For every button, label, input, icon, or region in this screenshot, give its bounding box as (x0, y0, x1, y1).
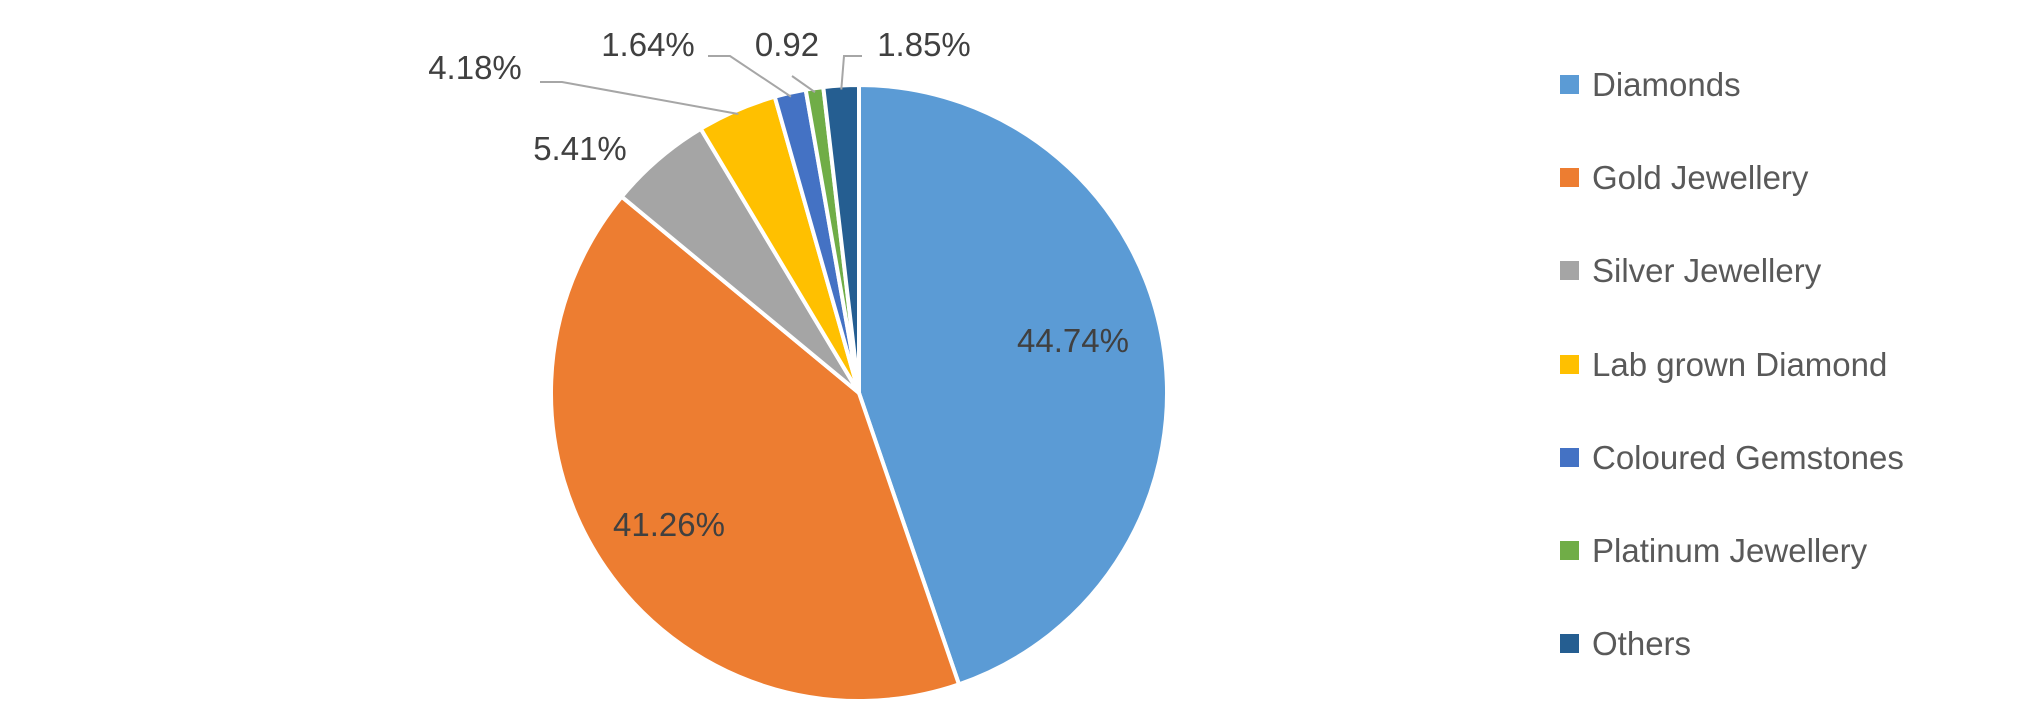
pie-slices (549, 83, 1169, 703)
legend-swatch-others (1560, 634, 1579, 653)
leader-line-coloured-gemstones (708, 55, 792, 98)
leader-lines (540, 55, 862, 115)
legend-item-others: Others (1560, 625, 1691, 662)
data-label-gold-jewellery: 41.26% (613, 506, 725, 543)
data-label-coloured-gemstones: 1.64% (601, 26, 695, 63)
legend-item-gold-jewellery: Gold Jewellery (1560, 159, 1809, 196)
data-label-diamonds: 44.74% (1017, 322, 1129, 359)
legend-label-silver-jewellery: Silver Jewellery (1592, 252, 1822, 289)
data-label-silver-jewellery: 5.41% (533, 130, 627, 167)
leader-line-lab-grown-diamond (540, 81, 739, 115)
pie-slice-diamonds (857, 83, 1169, 687)
data-label-platinum-jewellery: 0.92 (755, 26, 819, 63)
legend-label-coloured-gemstones: Coloured Gemstones (1592, 439, 1904, 476)
legend-swatch-platinum-jewellery (1560, 541, 1579, 560)
data-label-others: 1.85% (877, 26, 971, 63)
legend-swatch-coloured-gemstones (1560, 448, 1579, 467)
legend-swatch-silver-jewellery (1560, 261, 1579, 280)
legend-label-others: Others (1592, 625, 1691, 662)
legend-label-platinum-jewellery: Platinum Jewellery (1592, 532, 1868, 569)
legend-label-diamonds: Diamonds (1592, 66, 1741, 103)
pie-slice-gold-jewellery (549, 194, 961, 703)
legend-swatch-gold-jewellery (1560, 168, 1579, 187)
legend-item-coloured-gemstones: Coloured Gemstones (1560, 439, 1904, 476)
legend-item-silver-jewellery: Silver Jewellery (1560, 252, 1822, 289)
legend-item-lab-grown-diamond: Lab grown Diamond (1560, 346, 1887, 383)
legend: Diamonds Gold Jewellery Silver Jewellery… (1560, 66, 1904, 662)
leader-line-others (840, 55, 862, 90)
legend-item-diamonds: Diamonds (1560, 66, 1741, 103)
legend-label-gold-jewellery: Gold Jewellery (1592, 159, 1809, 196)
legend-swatch-diamonds (1560, 75, 1579, 94)
legend-label-lab-grown-diamond: Lab grown Diamond (1592, 346, 1887, 383)
legend-swatch-lab-grown-diamond (1560, 355, 1579, 374)
legend-item-platinum-jewellery: Platinum Jewellery (1560, 532, 1868, 569)
data-label-lab-grown-diamond: 4.18% (428, 49, 522, 86)
leader-line-platinum-jewellery (791, 75, 816, 94)
